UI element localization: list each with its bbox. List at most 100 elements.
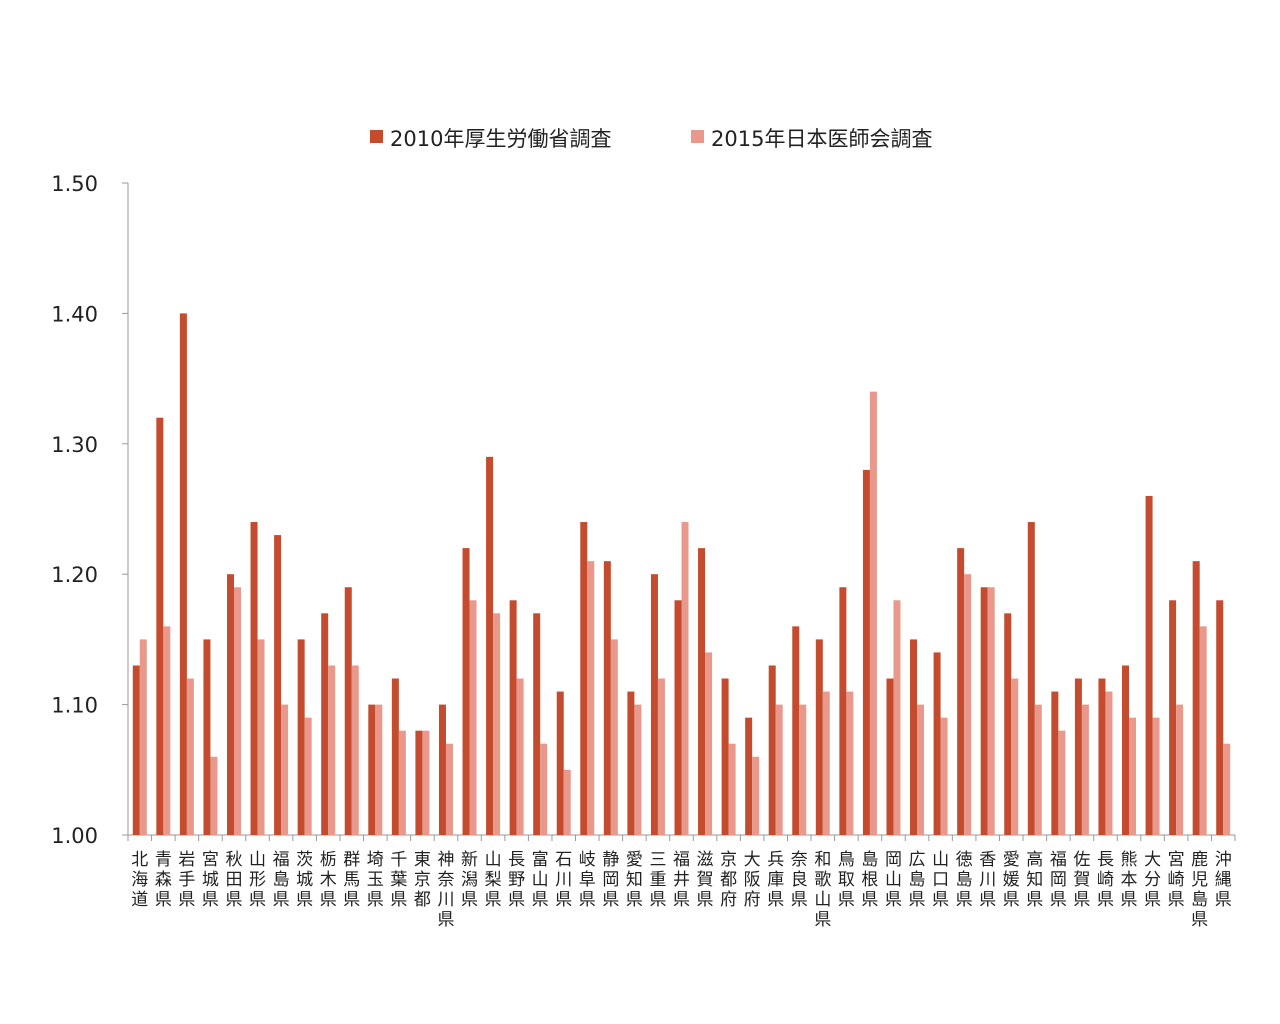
bar-2015: [445, 743, 453, 835]
bar-2015: [964, 574, 972, 835]
bar-2010: [674, 600, 682, 835]
bar-2010: [1216, 600, 1224, 835]
bar-2015: [1223, 743, 1231, 835]
bar-2010: [1192, 561, 1200, 835]
bar-2010: [1122, 665, 1130, 835]
bar-2010: [933, 652, 941, 835]
bar-2010: [980, 587, 988, 835]
bar-2015: [940, 717, 948, 835]
bar-2015: [752, 756, 760, 835]
bar-2010: [344, 587, 352, 835]
legend: 2010年厚生労働省調査 2015年日本医師会調査: [370, 127, 932, 151]
bar-2015: [587, 561, 595, 835]
bar-2010: [462, 548, 470, 835]
bar-2010: [297, 639, 305, 835]
category-label: 長野県: [508, 850, 525, 910]
category-label: 長崎県: [1097, 850, 1114, 910]
category-label: 福島県: [273, 850, 290, 910]
y-tick-label: 1.20: [51, 563, 98, 587]
bar-2015: [634, 704, 642, 835]
category-label: 三重県: [649, 850, 666, 910]
bar-2010: [556, 691, 564, 835]
bar-2010: [910, 639, 918, 835]
bar-2015: [775, 704, 783, 835]
bar-2015: [1081, 704, 1089, 835]
category-label: 北海道: [131, 850, 148, 910]
category-label: 岩手県: [178, 850, 195, 910]
bar-2015: [516, 678, 524, 835]
bar-2015: [1176, 704, 1184, 835]
bar-2010: [1169, 600, 1177, 835]
bar-2010: [509, 600, 517, 835]
bar-2015: [728, 743, 736, 835]
bar-2010: [203, 639, 211, 835]
bar-2015: [563, 769, 571, 835]
bar-2015: [893, 600, 901, 835]
category-label: 香川県: [979, 850, 996, 910]
category-label: 佐賀県: [1073, 850, 1090, 910]
axes: 1.00 1.10 1.20 1.30 1.40 1.50: [51, 172, 1236, 848]
y-tick-label: 1.00: [51, 824, 98, 848]
bar-2015: [869, 391, 877, 835]
bar-2015: [493, 613, 501, 835]
bar-2010: [580, 522, 588, 835]
category-label: 青森県: [155, 850, 172, 910]
category-label: 群馬県: [343, 850, 360, 910]
bar-2010: [627, 691, 635, 835]
category-label: 広島県: [909, 850, 926, 910]
category-label: 福井県: [673, 850, 690, 910]
category-label: 山梨県: [485, 850, 502, 910]
bar-2010: [438, 704, 446, 835]
category-label: 石川県: [555, 850, 572, 910]
category-label: 宮城県: [202, 850, 219, 910]
bar-2015: [1105, 691, 1113, 835]
category-label: 大阪府: [744, 850, 761, 910]
bar-2015: [186, 678, 194, 835]
bar-2010: [321, 613, 329, 835]
category-label: 東京都: [414, 850, 431, 910]
category-label: 千葉県: [390, 850, 407, 910]
bar-2015: [1011, 678, 1019, 835]
y-tick-label: 1.50: [51, 172, 98, 196]
bar-2010: [815, 639, 823, 835]
category-label: 愛知県: [626, 850, 643, 910]
bar-2015: [846, 691, 854, 835]
bar-2010: [839, 587, 847, 835]
category-label: 徳島県: [956, 850, 973, 910]
y-tick-label: 1.10: [51, 694, 98, 718]
bar-2015: [422, 730, 430, 835]
category-label: 秋田県: [225, 850, 242, 910]
bar-2010: [698, 548, 706, 835]
bar-2015: [540, 743, 548, 835]
category-label: 岐阜県: [579, 850, 596, 910]
category-label: 山口県: [932, 850, 949, 910]
bar-2010: [226, 574, 234, 835]
bar-2010: [1051, 691, 1059, 835]
bar-2010: [274, 535, 282, 835]
bar-2015: [257, 639, 265, 835]
category-label: 新潟県: [461, 850, 478, 910]
bar-2015: [398, 730, 406, 835]
bar-2010: [368, 704, 376, 835]
bar-2015: [1152, 717, 1160, 835]
category-label: 宮崎県: [1168, 850, 1185, 910]
bar-2015: [822, 691, 830, 835]
bar-2010: [1074, 678, 1082, 835]
category-label: 茨城県: [296, 850, 313, 910]
bar-2015: [304, 717, 312, 835]
bar-2010: [745, 717, 753, 835]
y-tick-label: 1.40: [51, 302, 98, 326]
bar-2015: [917, 704, 925, 835]
bar-2010: [886, 678, 894, 835]
bar-2015: [657, 678, 665, 835]
bar-2010: [1004, 613, 1012, 835]
bar-2015: [375, 704, 383, 835]
bar-2015: [1199, 626, 1207, 835]
bar-2015: [799, 704, 807, 835]
category-label: 高知県: [1026, 850, 1043, 910]
legend-swatch-2015: [691, 130, 704, 143]
bar-2010: [792, 626, 800, 835]
bar-2010: [1027, 522, 1035, 835]
category-label: 栃木県: [320, 850, 337, 910]
